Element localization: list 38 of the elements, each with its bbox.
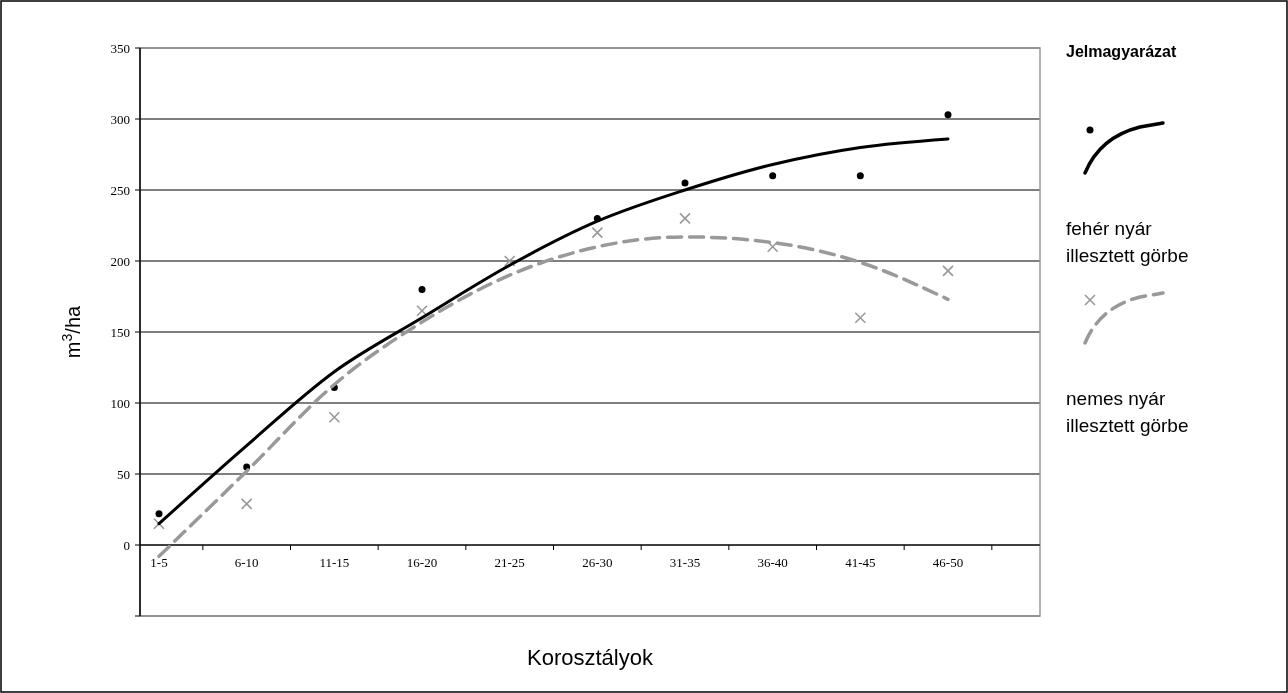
x-tick-label: 1-5 — [150, 555, 168, 570]
point — [942, 265, 954, 277]
point — [766, 241, 779, 253]
point — [679, 212, 691, 225]
x-tick-label: 21-25 — [494, 555, 525, 570]
text: nemes nyár illesztett görbe — [1066, 388, 1189, 436]
point — [503, 255, 516, 267]
point — [944, 111, 952, 119]
y-tick-label: 100 — [110, 395, 130, 411]
y-tick-label: 250 — [110, 182, 130, 198]
x-tick-label: 46-50 — [932, 555, 964, 570]
point — [681, 179, 689, 187]
point — [854, 312, 867, 324]
y-tick-label: 150 — [110, 324, 130, 340]
x-tick-label: 31-35 — [669, 555, 701, 570]
text: fehér nyár illesztett görbe — [1066, 218, 1189, 266]
point — [591, 226, 604, 239]
y-tick-label: 300 — [110, 111, 130, 127]
point — [155, 510, 163, 518]
x-axis-title: Korosztályok — [527, 645, 654, 670]
y-tick-label: 200 — [110, 253, 130, 269]
y-tick-label: 350 — [110, 40, 130, 56]
line-series — [157, 235, 950, 559]
point — [418, 285, 426, 293]
x-tick-label: 6-10 — [234, 555, 259, 570]
x-tick-label: 26-30 — [582, 555, 613, 570]
point — [240, 498, 253, 510]
x-tick-label: 11-15 — [319, 555, 350, 570]
point — [416, 304, 428, 317]
y-tick-label: 0 — [123, 537, 130, 553]
y-tick-label: 50 — [117, 466, 130, 482]
point — [769, 172, 777, 180]
legend-title: Jelmagyarázat — [1066, 43, 1177, 60]
point — [856, 172, 864, 180]
x-tick-label: 41-45 — [845, 555, 876, 570]
x-tick-label: 36-40 — [757, 555, 788, 570]
point — [328, 411, 341, 423]
x-tick-label: 16-20 — [406, 555, 438, 570]
